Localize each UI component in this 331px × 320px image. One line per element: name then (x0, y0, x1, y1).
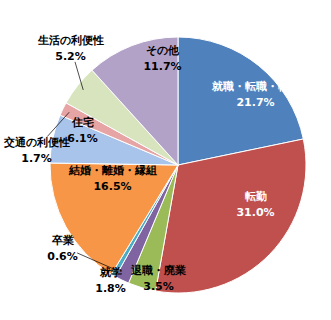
svg-text:その他11.7%: その他11.7% (143, 44, 181, 73)
svg-text:卒業0.6%: 卒業0.6% (47, 234, 78, 263)
svg-text:就職・転職・転業21.7%: 就職・転職・転業21.7% (211, 80, 300, 109)
svg-text:退職・廃業3.5%: 退職・廃業3.5% (130, 264, 186, 293)
svg-text:結婚・離婚・縁組16.5%: 結婚・離婚・縁組16.5% (68, 164, 157, 193)
svg-text:交通の利便性1.7%: 交通の利便性1.7% (3, 136, 70, 165)
svg-text:就学1.8%: 就学1.8% (95, 266, 126, 295)
svg-text:住宅6.1%: 住宅6.1% (67, 116, 98, 145)
svg-text:生活の利便性5.2%: 生活の利便性5.2% (37, 34, 104, 63)
svg-text:転勤31.0%: 転勤31.0% (236, 190, 274, 219)
